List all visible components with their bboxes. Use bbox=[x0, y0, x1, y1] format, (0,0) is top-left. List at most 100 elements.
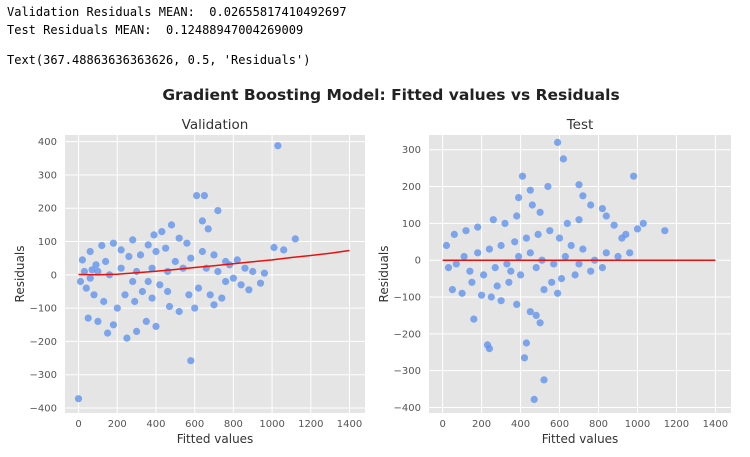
validation-x-tick-label: 1000 bbox=[259, 419, 284, 430]
test-residual-point bbox=[522, 339, 531, 347]
test-residual-point bbox=[661, 227, 669, 235]
test-residual-point bbox=[485, 245, 493, 253]
test-residual-point bbox=[528, 201, 536, 209]
validation-residual-point bbox=[274, 142, 282, 150]
validation-residual-point bbox=[88, 266, 96, 274]
validation-residual-point bbox=[222, 277, 230, 286]
test-residual-point bbox=[561, 252, 570, 261]
test-x-tick-label: 600 bbox=[550, 419, 569, 430]
validation-residual-point bbox=[94, 317, 102, 325]
test-residual-point bbox=[555, 234, 564, 242]
test-residual-point bbox=[444, 264, 453, 272]
validation-x-axis-label: Fitted values bbox=[177, 432, 254, 446]
test-residual-point bbox=[540, 286, 548, 294]
validation-residual-point bbox=[222, 257, 230, 266]
validation-x-tick-label: 600 bbox=[185, 419, 204, 430]
validation-residual-point bbox=[90, 291, 98, 299]
validation-y-tick-label: 200 bbox=[38, 204, 57, 215]
test-y-tick-label: 200 bbox=[402, 182, 421, 193]
validation-residual-point bbox=[152, 247, 160, 256]
test-residual-point bbox=[546, 227, 554, 235]
validation-residual-point bbox=[164, 267, 172, 276]
test-residual-point bbox=[518, 172, 527, 180]
validation-residual-point bbox=[204, 225, 212, 233]
validation-residual-point bbox=[138, 287, 146, 296]
validation-residual-point bbox=[144, 277, 152, 286]
test-residual-point bbox=[544, 182, 552, 191]
test-y-tick-label: 300 bbox=[402, 145, 421, 156]
test-residual-point bbox=[536, 319, 544, 327]
validation-residual-point bbox=[175, 234, 183, 242]
validation-residual-point bbox=[144, 241, 152, 249]
validation-y-axis-label: Residuals bbox=[13, 246, 27, 303]
validation-y-tick-label: 300 bbox=[38, 170, 57, 181]
validation-residual-point bbox=[256, 279, 265, 287]
test-residual-point bbox=[452, 260, 460, 268]
test-y-tick-label: −300 bbox=[394, 366, 421, 377]
test-residual-point bbox=[460, 252, 468, 261]
test-y-tick-label: −400 bbox=[394, 403, 421, 414]
validation-title: Validation bbox=[182, 117, 249, 133]
validation-residual-point bbox=[200, 192, 208, 200]
validation-residual-point bbox=[249, 267, 257, 276]
validation-residual-point bbox=[152, 322, 160, 330]
validation-residual-point bbox=[104, 329, 112, 337]
test-residual-point bbox=[639, 219, 647, 227]
validation-y-tick-label: −300 bbox=[30, 370, 57, 381]
validation-x-tick-label: 1200 bbox=[298, 419, 323, 430]
validation-residual-point bbox=[109, 321, 117, 329]
validation-residual-point bbox=[233, 256, 241, 264]
test-residual-point bbox=[540, 376, 548, 384]
test-residual-point bbox=[554, 289, 562, 297]
test-residual-point bbox=[630, 172, 638, 180]
validation-residual-point bbox=[194, 284, 203, 292]
test-residual-point bbox=[567, 241, 575, 250]
validation-residual-point bbox=[191, 304, 199, 312]
validation-residual-point bbox=[117, 246, 125, 254]
test-residual-point bbox=[515, 194, 523, 202]
test-residual-point bbox=[618, 234, 626, 242]
validation-residual-point bbox=[156, 281, 164, 289]
test-residual-point bbox=[489, 216, 497, 224]
test-x-tick-label: 0 bbox=[439, 419, 445, 430]
test-residual-point bbox=[587, 201, 595, 209]
validation-x-tick-label: 200 bbox=[108, 419, 127, 430]
validation-residual-point bbox=[187, 254, 195, 262]
test-residual-point bbox=[610, 221, 618, 229]
validation-residual-point bbox=[187, 357, 195, 365]
validation-residual-point bbox=[175, 307, 183, 316]
test-residual-point bbox=[626, 249, 634, 257]
test-residual-point bbox=[470, 315, 478, 323]
test-residual-point bbox=[534, 230, 542, 238]
validation-residual-point bbox=[198, 247, 206, 256]
validation-residual-point bbox=[210, 301, 218, 309]
test-residual-point bbox=[517, 271, 525, 279]
test-residual-point bbox=[575, 216, 583, 224]
validation-residual-point bbox=[158, 228, 166, 236]
test-residual-point bbox=[511, 238, 519, 246]
test-residual-point bbox=[474, 249, 482, 257]
text-repr-output: Text(367.48863636363626, 0.5, 'Residuals… bbox=[7, 53, 311, 67]
validation-residual-point bbox=[133, 327, 141, 335]
validation-residual-point bbox=[80, 267, 88, 276]
validation-residual-point bbox=[218, 294, 226, 302]
test-y-tick-label: 100 bbox=[402, 219, 421, 230]
test-residual-point bbox=[526, 186, 534, 194]
test-y-axis-label: Residuals bbox=[377, 246, 391, 303]
validation-residual-point bbox=[148, 294, 156, 302]
validation-residual-point bbox=[142, 317, 150, 325]
validation-residual-point bbox=[123, 334, 131, 342]
validation-residual-point bbox=[86, 274, 94, 282]
test-residual-point bbox=[557, 275, 566, 283]
validation-residual-point bbox=[78, 256, 86, 264]
test-residual-point bbox=[571, 271, 579, 279]
test-residual-point bbox=[579, 245, 587, 253]
test-residual-point bbox=[575, 260, 583, 268]
test-x-tick-label: 400 bbox=[511, 419, 530, 430]
test-residual-point bbox=[487, 293, 495, 301]
test-residual-point bbox=[503, 260, 511, 268]
validation-residual-point bbox=[270, 243, 278, 252]
validation-residual-point bbox=[109, 239, 117, 247]
validation-y-tick-label: 400 bbox=[38, 137, 57, 148]
test-residual-point bbox=[442, 241, 451, 250]
